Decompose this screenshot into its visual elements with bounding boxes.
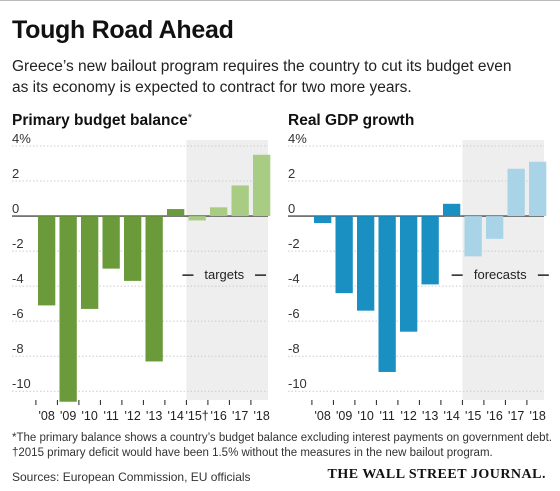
footnote-2015-deficit: †2015 primary deficit would have been 1.… [12,447,493,459]
bar [314,216,332,224]
x-tick-label: '10 [358,409,374,423]
bar [102,216,120,269]
bar [124,216,142,281]
chart-subtitle: Greece’s new bailout program requires th… [12,58,512,96]
y-tick-label: -10 [12,376,31,391]
bar [335,216,353,294]
y-tick-label: 0 [12,201,19,216]
x-tick-label: '08 [39,409,55,423]
x-tick-label: '11 [103,409,118,423]
y-tick-label: -8 [12,341,24,356]
y-tick-label: -4 [288,271,300,286]
bar [464,216,482,257]
x-tick-label: '12 [401,409,417,423]
chart-title: Tough Road Ahead [12,16,234,44]
bar [357,216,375,311]
bar [443,203,461,217]
x-tick-label: '11 [379,409,394,423]
x-tick-label: '18 [254,409,270,423]
bar [507,168,525,217]
bar [38,216,56,306]
x-tick-label: '15 [465,409,481,423]
annotation-label: forecasts [474,267,527,282]
panel-title-budget-text: Primary budget balance [12,112,188,129]
footnote-primary-balance: *The primary balance shows a country’s b… [12,432,552,444]
x-tick-label: '14 [168,409,184,423]
annotation-label: targets [204,267,244,282]
x-tick-label: '13 [146,409,162,423]
y-tick-label: 0 [288,201,295,216]
footnote-marker: * [187,112,193,124]
bar [486,216,504,239]
y-tick-label: 4% [12,131,31,146]
top-rule [0,0,560,1]
y-tick-label: -10 [288,376,307,391]
y-tick-label: 4% [288,131,307,146]
bar [210,207,228,217]
bar [421,216,439,285]
x-tick-label: '09 [60,409,76,423]
x-tick-label: '17 [508,409,524,423]
x-tick-label: '14 [444,409,460,423]
bar [400,216,418,332]
panel-title-budget: Primary budget balance* [12,112,192,130]
bar [378,216,396,372]
x-tick-label: '12 [125,409,141,423]
publisher-logo: THE WALL STREET JOURNAL. [327,467,546,482]
budget-balance-chart: 4% 2 0 -2 -4 -6 -8 -10 targets '08 '09 '10 '11 '12 '13… [12,131,271,423]
bar [81,216,99,309]
y-tick-label: 2 [288,166,295,181]
y-tick-label: -6 [12,306,24,321]
y-tick-label: -2 [12,236,24,251]
panel-title-gdp: Real GDP growth [288,112,415,129]
bar [59,216,77,402]
y-tick-label: -2 [288,236,300,251]
y-tick-label: 2 [12,166,19,181]
x-tick-label: '08 [315,409,331,423]
gdp-growth-chart: 4% 2 0 -2 -4 -6 -8 -10 forecasts '08 '09 '10 '11 '12 '… [288,131,549,423]
y-tick-label: -8 [288,341,300,356]
bar [231,185,249,217]
x-tick-label: '09 [336,409,352,423]
bar [529,161,547,217]
y-tick-label: -6 [288,306,300,321]
sources-line: Sources: European Commission, EU officia… [12,470,251,484]
bar [167,209,185,217]
y-tick-label: -4 [12,271,24,286]
x-tick-label: '16 [211,409,227,423]
x-tick-label: '18 [530,409,546,423]
bar [188,216,206,221]
bar [253,154,271,217]
x-tick-label: '13 [422,409,438,423]
x-tick-label: '17 [232,409,248,423]
x-tick-label: '10 [82,409,98,423]
x-tick-label: '15† [186,409,209,423]
x-tick-label: '16 [487,409,503,423]
bar [145,216,163,362]
